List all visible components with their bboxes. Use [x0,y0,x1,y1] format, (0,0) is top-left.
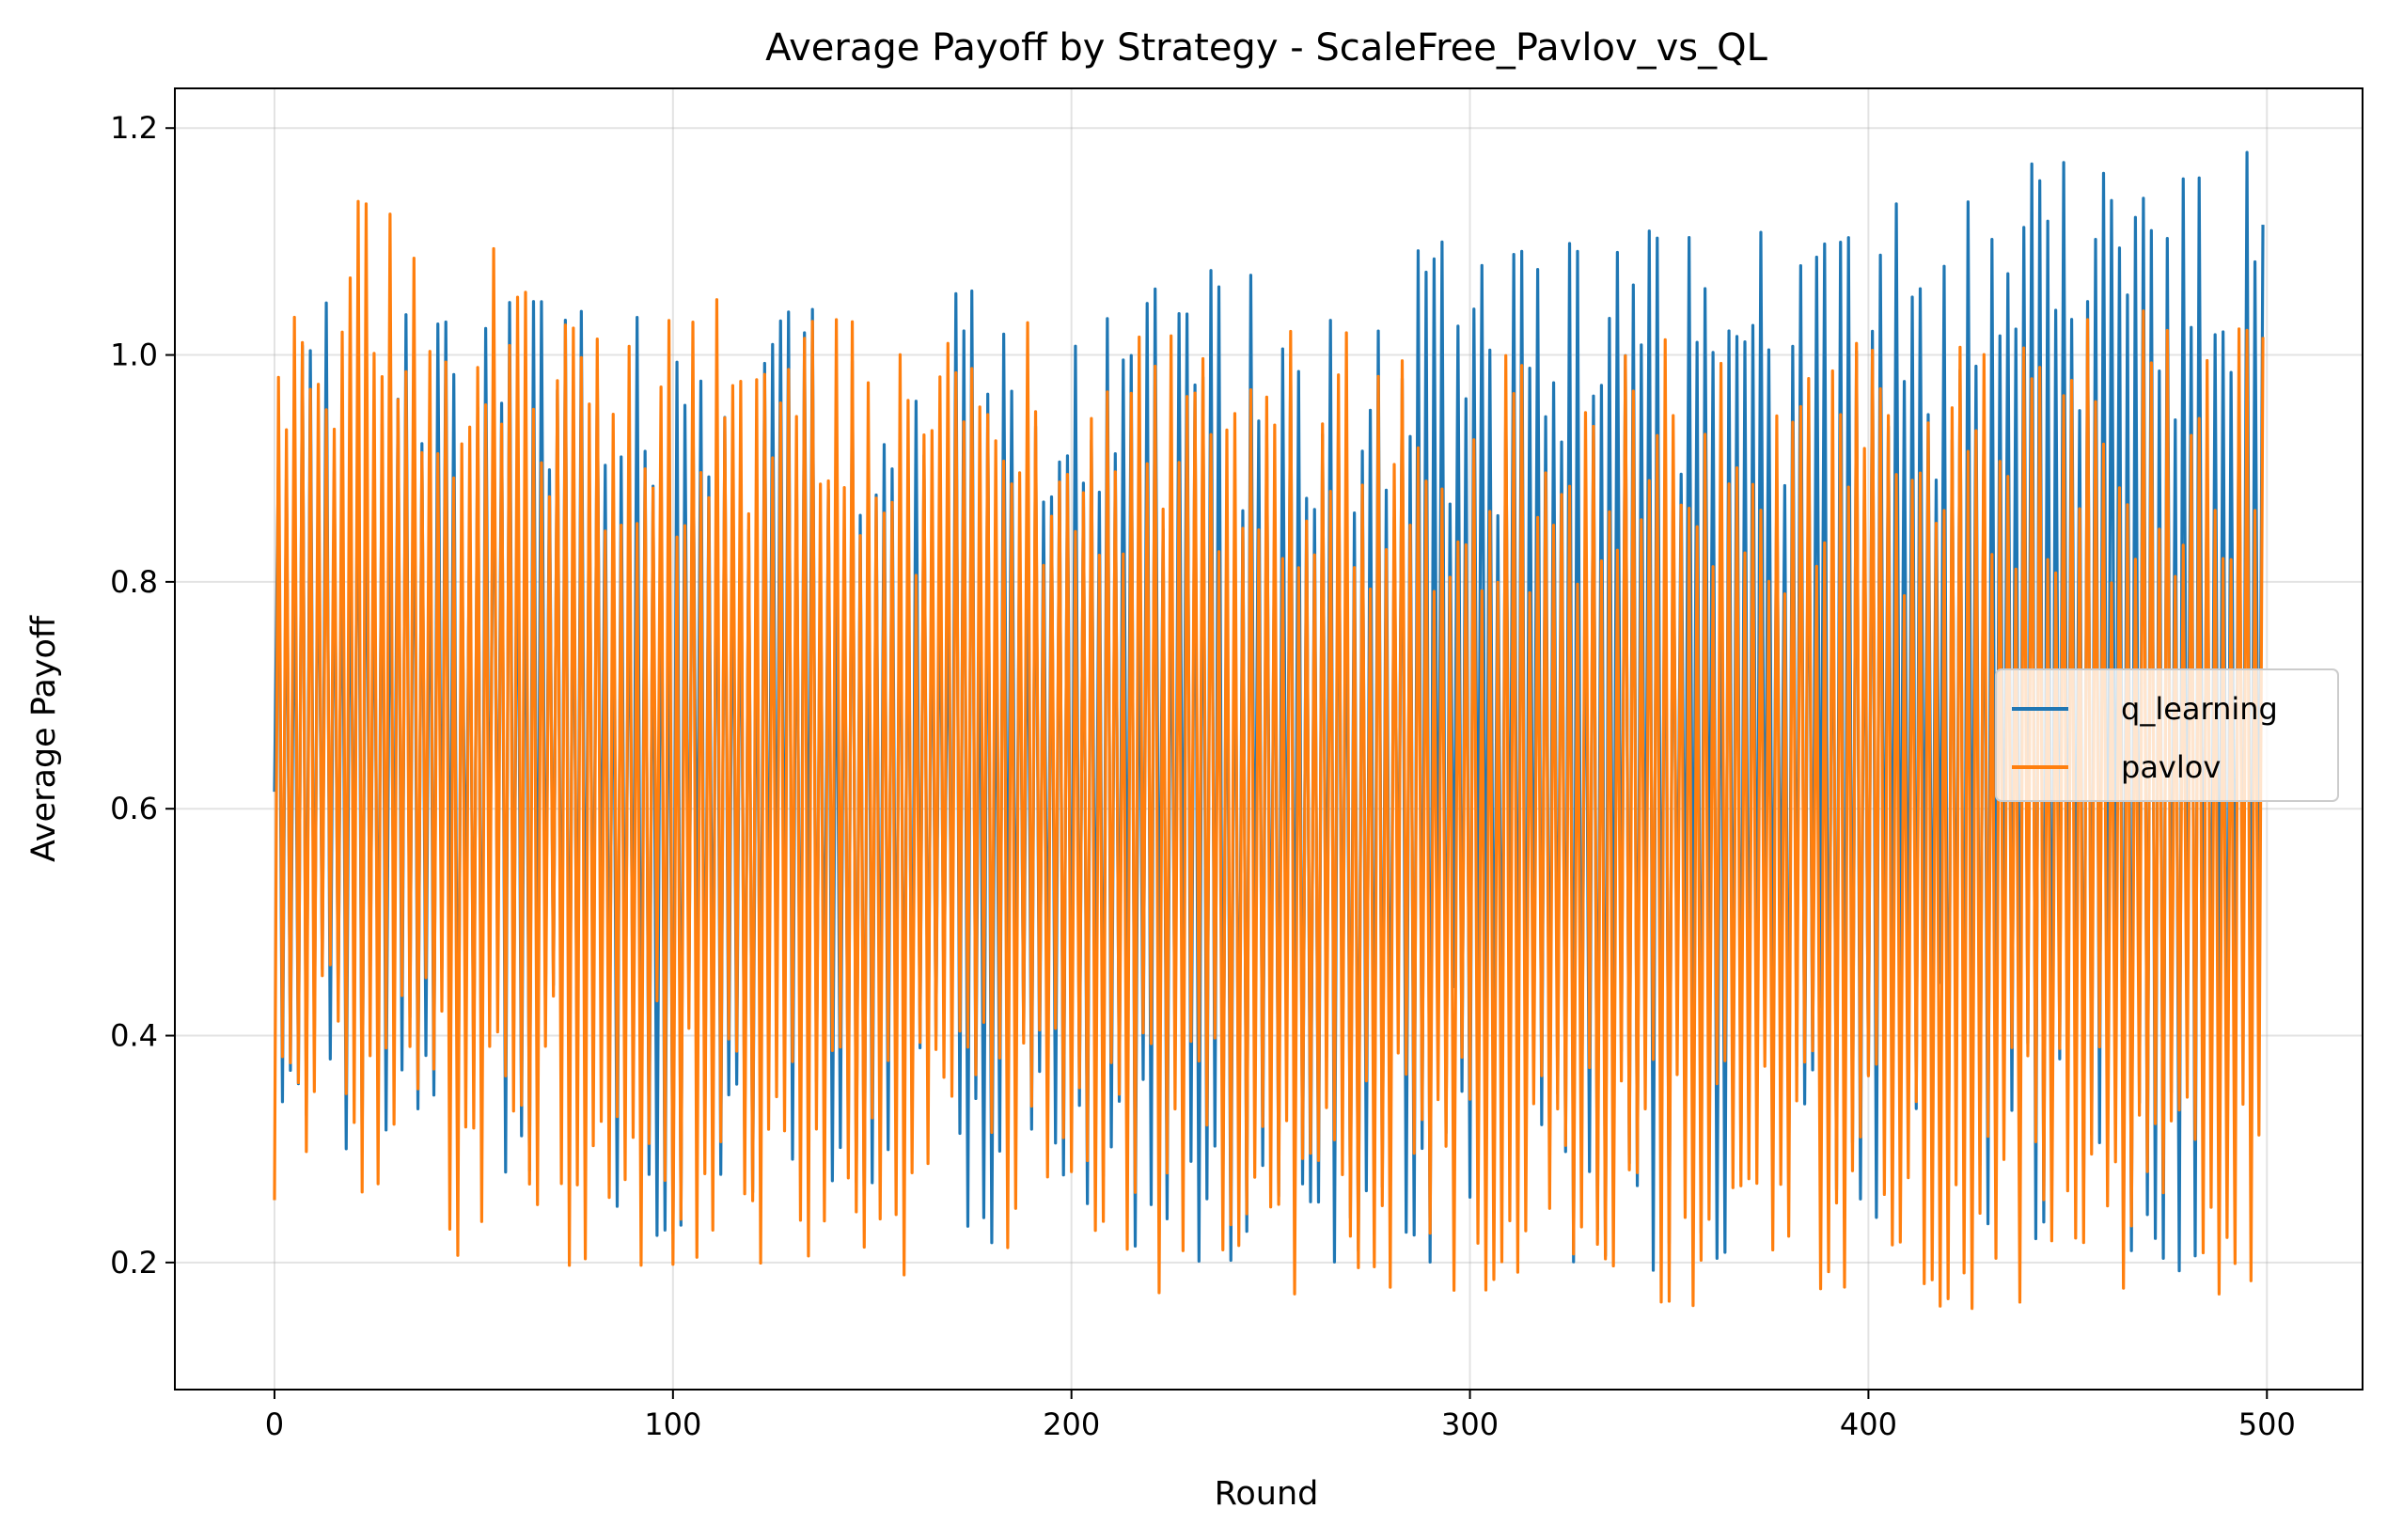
y-tick-label: 1.2 [110,110,158,146]
x-axis-ticks: 0 100 200 300 400 500 [265,1390,2296,1442]
series-layer [273,150,2265,1311]
x-tick-label: 500 [2238,1406,2296,1442]
y-tick-label: 0.6 [110,791,158,826]
legend: q_learning pavlov [1995,668,2339,802]
y-tick-label: 0.8 [110,564,158,600]
legend-label-pavlov: pavlov [2121,749,2221,785]
chart-title: Average Payoff by Strategy - ScaleFree_P… [765,26,1768,70]
y-axis-label: Average Payoff [25,615,63,862]
x-tick-label: 0 [265,1406,284,1442]
y-tick-label: 0.2 [110,1245,158,1281]
legend-box [1995,668,2339,802]
x-tick-label: 400 [1840,1406,1897,1442]
y-tick-label: 0.4 [110,1018,158,1054]
x-tick-label: 100 [644,1406,701,1442]
x-tick-label: 300 [1441,1406,1499,1442]
x-tick-label: 200 [1043,1406,1100,1442]
legend-label-q-learning: q_learning [2121,691,2278,727]
plot-frame [174,87,2363,1391]
y-tick-label: 1.0 [110,338,158,373]
x-axis-label: Round [1215,1475,1319,1513]
series-line-pavlov [273,199,2265,1311]
y-axis-ticks: 0.2 0.4 0.6 0.8 1.0 1.2 [110,110,175,1281]
